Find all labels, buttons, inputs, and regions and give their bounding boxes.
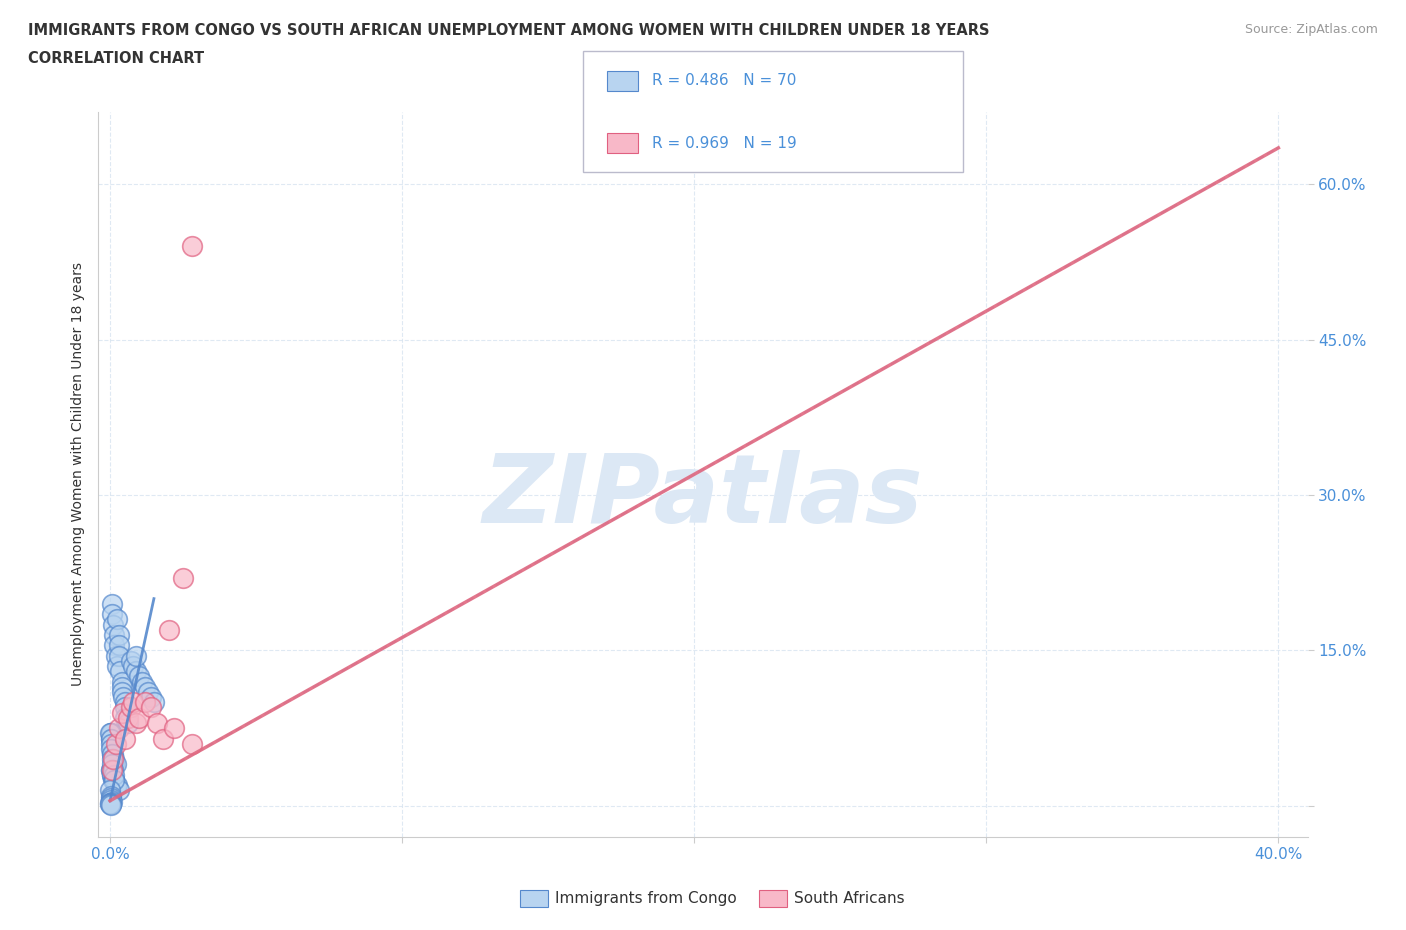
Point: [100, 794, 122, 809]
Point: [103, 773, 125, 788]
Point: [108, 648, 131, 663]
Point: [142, 695, 165, 710]
Point: [103, 773, 125, 788]
Text: Source: ZipAtlas.com: Source: ZipAtlas.com: [1244, 23, 1378, 36]
Point: [100, 726, 122, 741]
Point: [111, 705, 134, 720]
Text: Immigrants from Congo: Immigrants from Congo: [555, 891, 737, 906]
Point: [104, 757, 127, 772]
Point: [103, 757, 125, 772]
Point: [101, 773, 124, 788]
Point: [100, 795, 122, 810]
Point: [111, 684, 134, 699]
Point: [101, 606, 124, 621]
Point: [101, 763, 124, 777]
Point: [125, 648, 148, 663]
Point: [125, 664, 148, 679]
Point: [103, 638, 125, 653]
Point: [100, 767, 122, 782]
Point: [139, 700, 162, 715]
Point: [128, 711, 150, 725]
Point: [134, 679, 156, 694]
Point: [101, 751, 124, 766]
Point: [100, 596, 122, 611]
Point: [107, 777, 129, 792]
Point: [128, 669, 150, 684]
Point: [122, 695, 145, 710]
Point: [100, 783, 122, 798]
Y-axis label: Unemployment Among Women with Children Under 18 years: Unemployment Among Women with Children U…: [70, 262, 84, 686]
Point: [114, 695, 136, 710]
Point: [108, 721, 131, 736]
Point: [100, 796, 122, 811]
Point: [120, 700, 142, 715]
Point: [114, 731, 136, 746]
Point: [100, 726, 122, 741]
Point: [100, 763, 122, 777]
Point: [103, 751, 125, 766]
Point: [180, 239, 202, 254]
Point: [101, 741, 124, 756]
Point: [139, 690, 162, 705]
Point: [125, 715, 148, 730]
Point: [180, 737, 202, 751]
Point: [131, 674, 153, 689]
Point: [117, 711, 139, 725]
Text: ZIPatlas: ZIPatlas: [482, 449, 924, 542]
Point: [100, 797, 122, 812]
Point: [163, 721, 186, 736]
Point: [100, 747, 122, 762]
Point: [107, 612, 129, 627]
Point: [111, 679, 134, 694]
Point: [108, 638, 131, 653]
Point: [114, 700, 136, 715]
Point: [101, 618, 124, 632]
Point: [104, 737, 127, 751]
Point: [122, 658, 145, 673]
Point: [100, 763, 122, 777]
Text: South Africans: South Africans: [794, 891, 905, 906]
Point: [103, 628, 125, 643]
Point: [100, 796, 122, 811]
Point: [101, 751, 124, 766]
Point: [100, 731, 122, 746]
Text: R = 0.486   N = 70: R = 0.486 N = 70: [652, 73, 797, 88]
Point: [157, 622, 180, 637]
Point: [108, 783, 131, 798]
Point: [100, 737, 122, 751]
Text: IMMIGRANTS FROM CONGO VS SOUTH AFRICAN UNEMPLOYMENT AMONG WOMEN WITH CHILDREN UN: IMMIGRANTS FROM CONGO VS SOUTH AFRICAN U…: [28, 23, 990, 38]
Point: [100, 792, 122, 807]
Point: [101, 767, 124, 782]
Point: [100, 795, 122, 810]
Point: [104, 648, 127, 663]
Point: [108, 628, 131, 643]
Point: [134, 695, 156, 710]
Point: [111, 674, 134, 689]
Point: [105, 658, 128, 673]
Point: [103, 767, 125, 782]
Point: [110, 664, 132, 679]
Point: [103, 773, 125, 788]
Point: [100, 763, 122, 777]
Point: [112, 690, 135, 705]
Point: [101, 747, 124, 762]
Point: [100, 790, 122, 805]
Point: [114, 711, 136, 725]
Point: [100, 737, 122, 751]
Point: [104, 777, 127, 792]
Point: [100, 731, 122, 746]
Point: [100, 726, 122, 741]
Point: [100, 741, 122, 756]
Point: [101, 747, 124, 762]
Point: [152, 731, 174, 746]
Point: [172, 570, 194, 585]
Point: [100, 788, 122, 803]
Point: [117, 715, 139, 730]
Point: [101, 757, 124, 772]
Point: [136, 684, 159, 699]
Text: R = 0.969   N = 19: R = 0.969 N = 19: [652, 136, 797, 151]
Point: [146, 715, 169, 730]
Point: [120, 654, 142, 669]
Text: CORRELATION CHART: CORRELATION CHART: [28, 51, 204, 66]
